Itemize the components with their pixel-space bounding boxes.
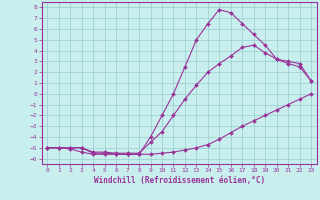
X-axis label: Windchill (Refroidissement éolien,°C): Windchill (Refroidissement éolien,°C)	[94, 176, 265, 185]
